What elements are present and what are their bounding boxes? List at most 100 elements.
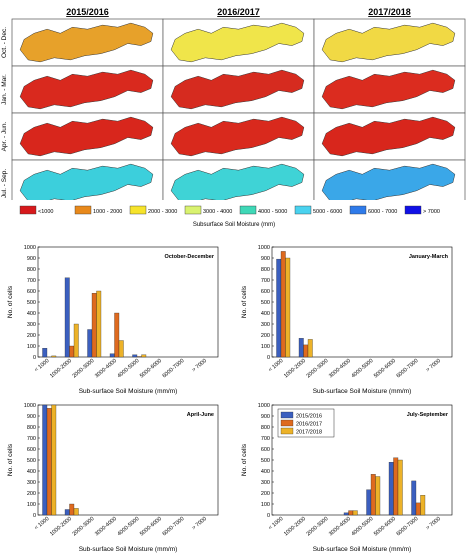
y-tick-label: 1000 <box>258 245 270 251</box>
x-tick-label: 6000-7000 <box>396 516 420 538</box>
watershed-shape <box>321 22 456 63</box>
bar <box>141 354 147 358</box>
y-tick-label: 0 <box>33 355 36 361</box>
x-axis-label: Sub-surface Soil Moisture (mm/m) <box>313 388 412 395</box>
bar <box>109 353 115 358</box>
y-tick-label: 600 <box>261 289 270 295</box>
chart-legend-swatch <box>280 427 294 435</box>
bar <box>64 277 70 358</box>
y-tick-label: 400 <box>261 311 270 317</box>
bar <box>276 258 282 358</box>
panel-title: July-September <box>407 412 449 418</box>
x-tick-label: 3000-4000 <box>328 516 352 538</box>
watershed-shape <box>170 22 305 63</box>
histogram-january-march: 0 100 200 300 400 500 600 700 800 900 1000 < 100010… <box>241 245 453 395</box>
y-tick-label: 300 <box>261 480 270 486</box>
y-tick-label: 900 <box>27 414 36 420</box>
legend-swatch <box>184 205 202 215</box>
watershed-shape <box>321 163 456 200</box>
y-tick-label: 0 <box>33 513 36 519</box>
y-tick-label: 400 <box>27 469 36 475</box>
y-tick-label: 400 <box>27 311 36 317</box>
bar <box>343 512 349 516</box>
x-tick-label: 4000-5000 <box>117 358 141 380</box>
legend-swatch <box>239 205 257 215</box>
soil-moisture-map-grid: 2015/2016 2016/2017 2017/2018 Oct. - Dec. Ja… <box>1 7 466 200</box>
bar <box>415 502 421 516</box>
y-tick-label: 800 <box>27 425 36 431</box>
watershed-shape <box>170 163 305 200</box>
x-tick-label: 2000-3000 <box>306 516 330 538</box>
y-tick-label: 200 <box>261 333 270 339</box>
x-tick-label: 6000-7000 <box>162 358 186 380</box>
legend-title: Subsurface Soil Moisture (mm) <box>193 222 275 228</box>
y-tick-label: 200 <box>261 491 270 497</box>
watershed-shape <box>19 163 154 200</box>
y-axis-label: No. of cells <box>7 285 14 318</box>
watershed-shape <box>170 116 305 157</box>
bar <box>366 489 372 516</box>
y-tick-label: 0 <box>267 513 270 519</box>
x-tick-label: 5000-6000 <box>373 516 397 538</box>
x-tick-label: > 7000 <box>425 358 442 374</box>
y-tick-label: 900 <box>261 256 270 262</box>
histogram-october-december: 0 100 200 300 400 500 600 700 800 900 1000 < 100010… <box>7 245 219 395</box>
y-tick-label: 600 <box>27 447 36 453</box>
panel-title: April-June <box>187 412 214 418</box>
chart-legend-label: 2015/2016 <box>296 414 322 420</box>
y-tick-label: 100 <box>27 344 36 350</box>
legend-label: <1000 <box>38 209 53 215</box>
x-tick-label: 5000-6000 <box>139 516 163 538</box>
x-tick-label: > 7000 <box>425 516 442 532</box>
watershed-shape <box>170 69 305 110</box>
bar <box>51 355 57 358</box>
bar <box>91 293 97 358</box>
map-row-label: Jan. - Mar. <box>1 74 8 105</box>
bar <box>303 344 309 358</box>
watershed-shape <box>321 116 456 157</box>
bar <box>73 323 79 358</box>
bar <box>87 329 93 358</box>
x-tick-label: 1000-2000 <box>283 358 307 380</box>
chart-legend-label: 2017/2018 <box>296 430 322 436</box>
bar <box>352 510 358 516</box>
histogram-july-september: 0 100 200 300 400 500 600 700 800 900 1000 < 100010… <box>241 403 453 553</box>
y-tick-label: 500 <box>27 300 36 306</box>
x-tick-label: 6000-7000 <box>162 516 186 538</box>
x-tick-label: 5000-6000 <box>373 358 397 380</box>
bar <box>46 408 52 516</box>
bar <box>64 509 70 516</box>
map-column-header: 2016/2017 <box>217 7 260 17</box>
x-tick-label: 3000-4000 <box>94 516 118 538</box>
bar <box>370 474 376 516</box>
bar <box>298 338 304 358</box>
bar <box>285 257 291 358</box>
legend-swatch <box>19 205 37 215</box>
watershed-shape <box>321 69 456 110</box>
y-tick-label: 700 <box>27 278 36 284</box>
bar <box>397 459 403 516</box>
x-tick-label: 1000-2000 <box>49 516 73 538</box>
bar <box>393 457 399 516</box>
y-axis-label: No. of cells <box>7 443 14 476</box>
y-tick-label: 200 <box>27 333 36 339</box>
x-tick-label: 4000-5000 <box>117 516 141 538</box>
chart-legend-swatch <box>280 411 294 419</box>
bar <box>388 462 394 516</box>
legend-label: > 7000 <box>423 209 440 215</box>
x-tick-label: 5000-6000 <box>139 358 163 380</box>
histogram-april-june: 0 100 200 300 400 500 600 700 800 900 1000 < 100010… <box>7 403 219 553</box>
y-tick-label: 700 <box>261 278 270 284</box>
plot-area <box>37 404 219 516</box>
y-tick-label: 300 <box>261 322 270 328</box>
x-tick-label: 2000-3000 <box>72 358 96 380</box>
legend-label: 6000 - 7000 <box>368 209 397 215</box>
legend-swatch <box>294 205 312 215</box>
x-tick-label: < 1000 <box>268 516 285 532</box>
y-axis-label: No. of cells <box>241 285 248 318</box>
bar <box>114 312 120 358</box>
bar <box>307 339 313 358</box>
bar <box>51 404 57 516</box>
legend-label: 4000 - 5000 <box>258 209 287 215</box>
y-tick-label: 500 <box>261 300 270 306</box>
